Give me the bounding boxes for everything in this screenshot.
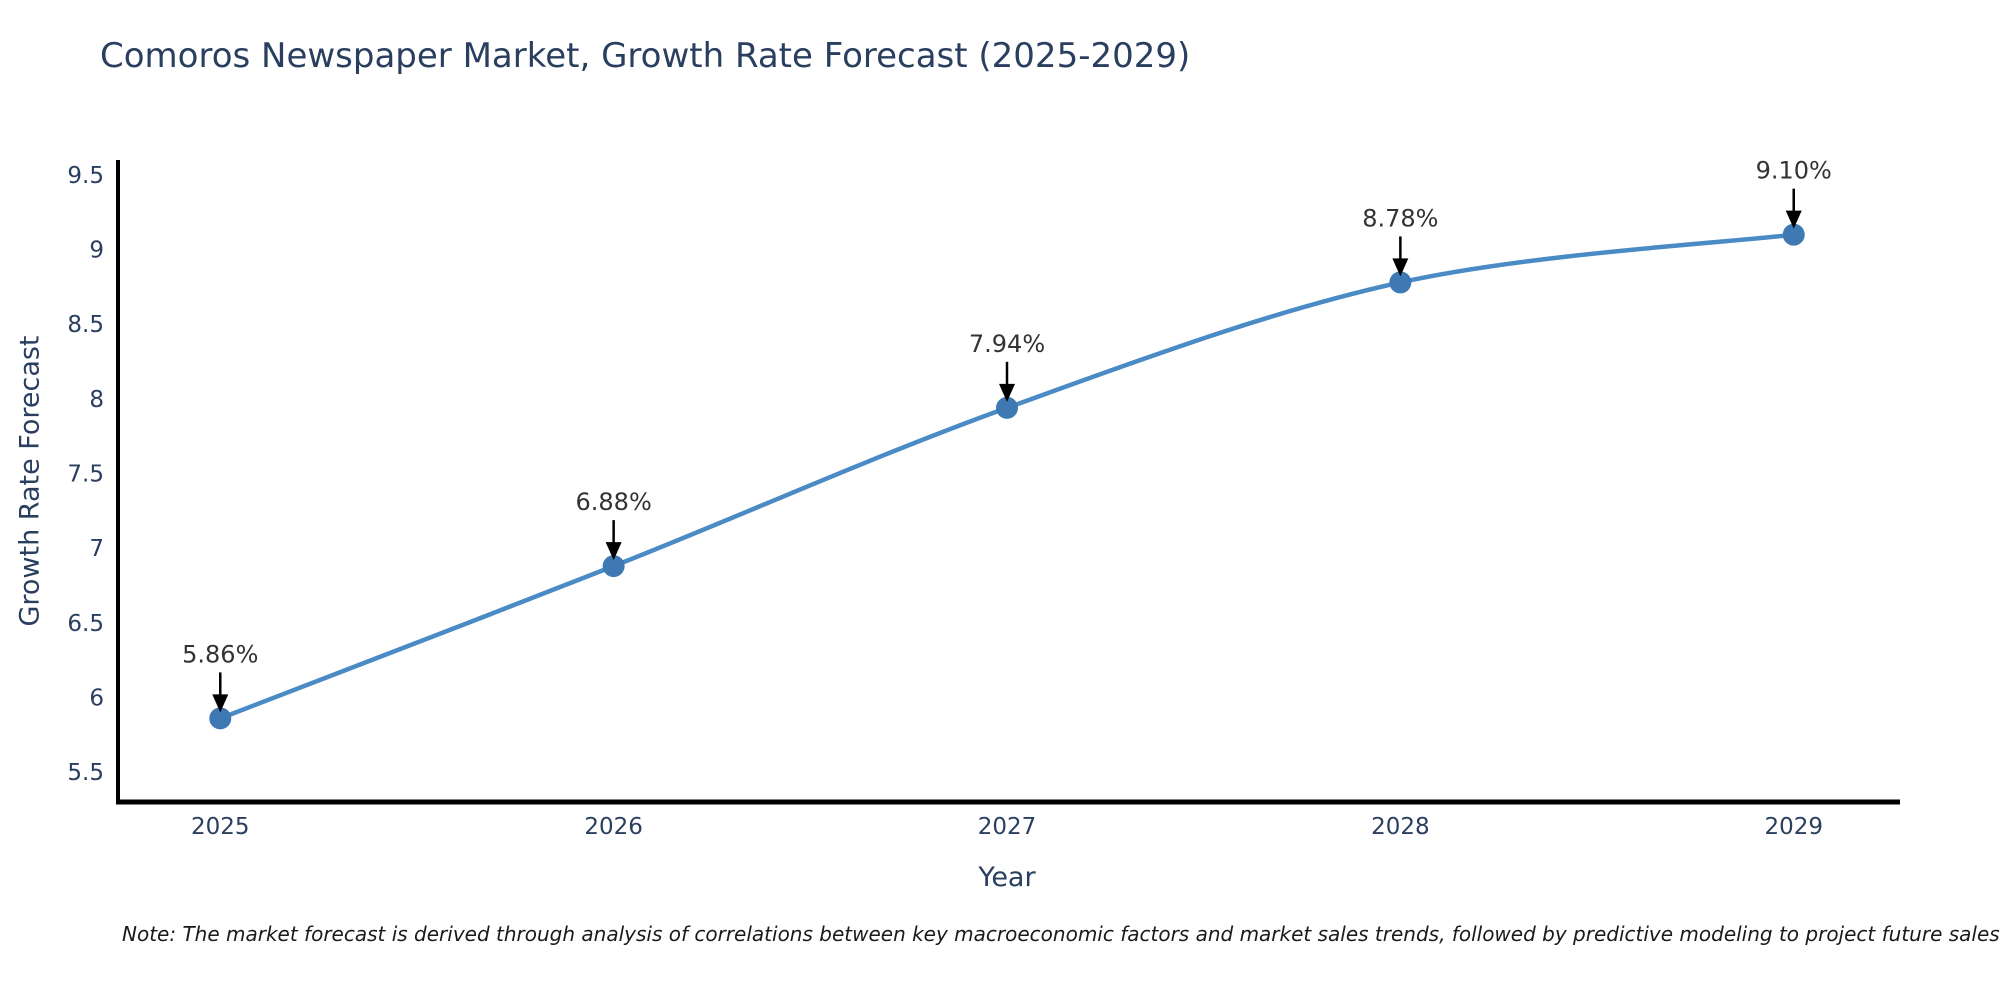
point-annotation: 5.86% (182, 640, 258, 713)
point-annotation-label: 8.78% (1362, 204, 1438, 232)
data-point-2025 (209, 707, 232, 730)
y-tick-label: 7 (89, 536, 104, 562)
y-tick-label: 6 (89, 685, 104, 711)
point-annotation: 8.78% (1362, 204, 1438, 277)
y-tick-label: 7.5 (67, 462, 104, 488)
point-annotation-label: 5.86% (182, 640, 258, 668)
point-annotation-label: 6.88% (576, 488, 652, 516)
data-point-2027 (996, 396, 1018, 419)
point-annotation: 6.88% (576, 488, 652, 561)
annotation-arrowhead-icon (1785, 210, 1802, 229)
x-tick-label: 2029 (1764, 814, 1823, 840)
y-tick-label: 5.5 (67, 760, 104, 786)
annotation-arrowhead-icon (605, 542, 622, 561)
annotation-arrowhead-icon (1392, 258, 1409, 277)
data-point-2026 (602, 555, 625, 578)
x-tick-label: 2027 (978, 814, 1037, 840)
y-tick-label: 9.5 (67, 163, 104, 189)
forecast-line (218, 232, 1796, 721)
point-annotation-label: 7.94% (969, 330, 1045, 358)
chart-title: Comoros Newspaper Market, Growth Rate Fo… (100, 36, 1191, 76)
x-tick-label: 2028 (1371, 814, 1430, 840)
point-annotation-label: 9.10% (1756, 157, 1832, 185)
data-point-2028 (1389, 271, 1412, 294)
data-point-2029 (1782, 223, 1805, 246)
y-tick-label: 9 (89, 238, 104, 264)
y-tick-label: 6.5 (67, 611, 104, 637)
y-tick-label: 8 (89, 387, 104, 413)
annotation-arrowhead-icon (212, 694, 229, 713)
y-axis-title: Growth Rate Forecast (14, 335, 46, 627)
point-annotation: 7.94% (969, 330, 1045, 402)
x-axis-title: Year (978, 862, 1036, 893)
point-annotation: 9.10% (1756, 157, 1832, 229)
x-tick-label: 2025 (191, 814, 250, 840)
y-tick-label: 8.5 (67, 312, 104, 338)
footnote: Note: The market forecast is derived thr… (122, 922, 2000, 946)
x-tick-label: 2026 (584, 814, 643, 840)
annotation-arrowhead-icon (999, 383, 1015, 402)
